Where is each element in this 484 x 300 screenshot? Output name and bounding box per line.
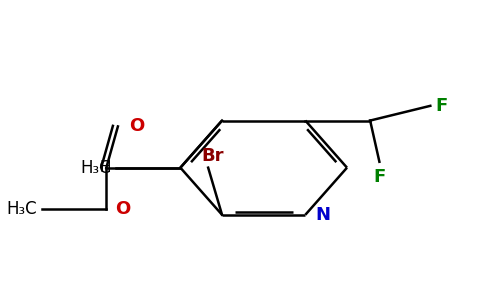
Text: F: F — [373, 168, 386, 186]
Text: H₃C: H₃C — [80, 159, 111, 177]
Text: H: H — [100, 160, 111, 175]
Text: Br: Br — [201, 147, 224, 165]
Text: O: O — [115, 200, 130, 218]
Text: H₃C: H₃C — [6, 200, 37, 218]
Text: N: N — [316, 206, 331, 224]
Text: F: F — [435, 97, 447, 115]
Text: O: O — [130, 117, 145, 135]
